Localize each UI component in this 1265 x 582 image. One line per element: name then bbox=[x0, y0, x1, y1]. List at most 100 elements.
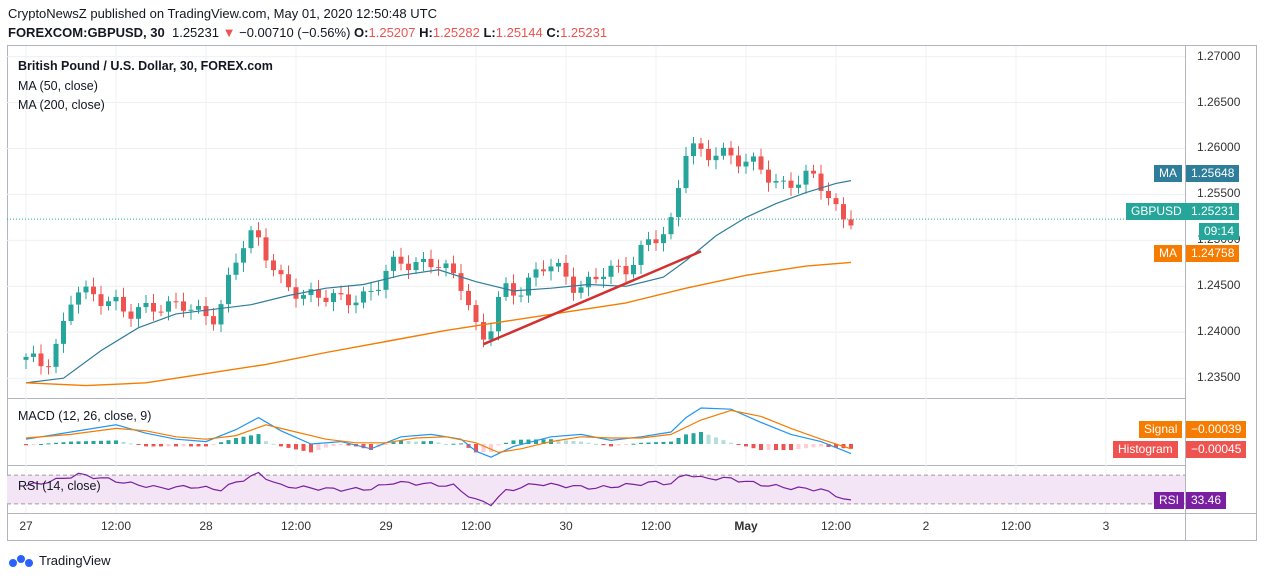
candle-body bbox=[136, 307, 141, 319]
time-tick-label: 12:00 bbox=[820, 519, 852, 533]
candle-body bbox=[256, 230, 261, 238]
candle-body bbox=[721, 147, 726, 156]
candle-body bbox=[751, 156, 756, 162]
macd-histogram-bar bbox=[84, 441, 88, 444]
candle-body bbox=[496, 296, 501, 332]
macd-histogram-bar bbox=[564, 440, 568, 444]
candle-body bbox=[788, 180, 794, 188]
candle-body bbox=[211, 316, 216, 325]
candle-body bbox=[428, 258, 434, 268]
macd-histogram-bar bbox=[106, 440, 111, 444]
macd-histogram-bar bbox=[226, 440, 231, 444]
macd-histogram-bar bbox=[684, 434, 688, 444]
price-tick-label: 1.24500 bbox=[1197, 278, 1241, 293]
macd-histogram-bar bbox=[819, 444, 823, 447]
candle-body bbox=[398, 256, 404, 264]
candle-body bbox=[833, 198, 839, 205]
candle-body bbox=[353, 302, 359, 306]
macd-signal-line bbox=[25, 409, 852, 454]
macd-histogram-bar bbox=[504, 442, 508, 444]
macd-histogram-bar bbox=[526, 439, 531, 444]
macd-histogram-bar bbox=[789, 444, 793, 450]
macd-histogram-bar bbox=[61, 442, 66, 444]
macd-histogram-bar bbox=[271, 443, 276, 445]
candle-body bbox=[91, 286, 96, 295]
macd-histogram-bar bbox=[136, 444, 141, 445]
ma200-tag-value: 1.24758 bbox=[1186, 245, 1240, 262]
chart-title: British Pound / U.S. Dollar, 30, FOREX.c… bbox=[18, 59, 273, 73]
candle-body bbox=[563, 262, 569, 277]
candle-body bbox=[158, 311, 164, 313]
ma200-line bbox=[25, 261, 852, 387]
time-tick-label: 28 bbox=[199, 519, 213, 533]
macd-histogram-bar bbox=[316, 444, 321, 450]
macd-histogram-bar bbox=[451, 443, 456, 445]
time-tick-label: 12:00 bbox=[280, 519, 312, 533]
time-tick-label: 29 bbox=[379, 519, 393, 533]
candle-body bbox=[683, 155, 689, 189]
candle-body bbox=[53, 343, 59, 367]
candle-body bbox=[323, 297, 329, 302]
macd-histogram-bar bbox=[579, 441, 583, 444]
macd-histogram-bar bbox=[459, 443, 463, 445]
macd-histogram-bar bbox=[331, 444, 336, 447]
macd-histogram-bar bbox=[736, 444, 741, 445]
tradingview-logo-icon bbox=[9, 554, 33, 567]
macd-histogram-bar bbox=[541, 439, 546, 444]
time-tick-label: May bbox=[734, 519, 758, 533]
time-tick-label: 12:00 bbox=[100, 519, 132, 533]
publisher-line: CryptoNewsZ published on TradingView.com… bbox=[8, 6, 437, 21]
time-tick-label: 12:00 bbox=[640, 519, 672, 533]
macd-histogram-bar bbox=[144, 444, 148, 447]
candle-body bbox=[263, 237, 269, 261]
macd-histogram-bar bbox=[279, 444, 283, 447]
macd-histogram-bar bbox=[616, 444, 621, 446]
macd-histogram-bar bbox=[849, 444, 853, 449]
macd-histogram-bar bbox=[481, 444, 486, 453]
macd-histogram-bar bbox=[744, 444, 748, 447]
macd-histogram-bar bbox=[174, 444, 178, 447]
candle-body bbox=[503, 283, 509, 297]
candle-body bbox=[301, 295, 306, 299]
candle-body bbox=[698, 143, 704, 149]
candle-body bbox=[638, 244, 644, 265]
candle-body bbox=[31, 353, 36, 357]
candle-body bbox=[46, 366, 51, 368]
candle-body bbox=[691, 143, 696, 156]
candle-body bbox=[796, 184, 801, 188]
candle-body bbox=[361, 291, 366, 303]
macd-histogram-bar bbox=[796, 444, 801, 450]
candle-body bbox=[203, 306, 209, 317]
candle-body bbox=[316, 289, 321, 298]
close-value: 1.25231 bbox=[560, 25, 608, 40]
macd-histogram-bar bbox=[826, 444, 831, 447]
macd-histogram-bar bbox=[369, 444, 373, 450]
candle-body bbox=[233, 262, 239, 275]
candle-body bbox=[278, 270, 284, 275]
price-tick-label: 1.27000 bbox=[1197, 48, 1241, 63]
candle-body bbox=[773, 180, 779, 183]
tradingview-brand[interactable]: TradingView bbox=[8, 553, 111, 568]
candle-body bbox=[451, 263, 456, 274]
candle-body bbox=[743, 161, 749, 167]
histogram-tag-label: Histogram bbox=[1113, 441, 1178, 458]
candle-body bbox=[61, 321, 66, 344]
candle-body bbox=[188, 309, 194, 311]
ma50-line bbox=[25, 180, 852, 384]
macd-histogram-bar bbox=[24, 444, 28, 446]
macd-histogram-bar bbox=[811, 444, 816, 448]
candle-body bbox=[826, 190, 831, 199]
candle-body bbox=[706, 148, 711, 161]
candle-body bbox=[293, 287, 299, 299]
candle-body bbox=[346, 294, 351, 306]
macd-histogram-bar bbox=[361, 444, 366, 449]
macd-histogram-bar bbox=[594, 444, 598, 445]
candle-body bbox=[758, 156, 764, 170]
macd-histogram-bar bbox=[699, 432, 703, 444]
candle-body bbox=[488, 331, 494, 340]
macd-histogram-bar bbox=[204, 444, 208, 447]
price-tick-label: 1.26000 bbox=[1197, 140, 1241, 155]
candle-body bbox=[38, 353, 44, 367]
macd-histogram-bar bbox=[406, 441, 411, 444]
